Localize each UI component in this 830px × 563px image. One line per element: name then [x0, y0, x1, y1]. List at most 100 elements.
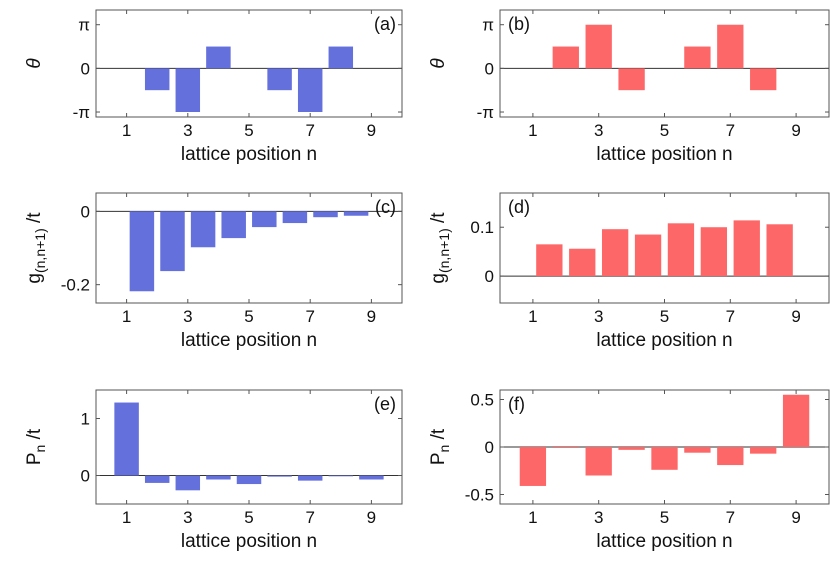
- bar: [519, 447, 547, 486]
- x-tick-label: 5: [660, 121, 669, 140]
- bar: [601, 229, 629, 277]
- x-tick-label: 3: [594, 307, 603, 326]
- bar: [343, 211, 369, 216]
- x-tick-label: 7: [726, 121, 735, 140]
- bar: [206, 475, 231, 480]
- x-tick-label: 5: [244, 121, 253, 140]
- bar: [267, 475, 292, 477]
- panel-b: 1 3 5 7 9 -π 0 π lattice position n θ (b): [428, 9, 830, 165]
- bar: [175, 68, 201, 112]
- bar: [750, 68, 777, 91]
- x-tick-label: 9: [791, 508, 800, 527]
- bar: [618, 447, 645, 450]
- bar: [297, 68, 323, 112]
- y-axis-label: θ: [428, 58, 449, 69]
- x-tick-label: 9: [367, 508, 376, 527]
- y-axis-label: g(n,n+1) /t: [24, 212, 48, 284]
- bar: [114, 402, 139, 476]
- bar: [221, 211, 246, 239]
- bar: [618, 68, 645, 91]
- bar: [236, 475, 262, 485]
- panel-label: (d): [508, 197, 530, 217]
- bar: [328, 46, 354, 69]
- y-axis-label: Pn /t: [24, 428, 48, 465]
- bar: [297, 475, 323, 481]
- panel-a: 1 3 5 7 9 -π 0 π lattice position n θ (a): [24, 9, 403, 165]
- x-tick-label: 9: [367, 121, 376, 140]
- x-axis-label: lattice position n: [596, 330, 732, 351]
- x-tick-label: 7: [726, 307, 735, 326]
- bar: [328, 475, 354, 477]
- bar: [569, 248, 596, 277]
- bar: [585, 447, 612, 476]
- x-tick-label: 3: [594, 121, 603, 140]
- x-tick-label: 1: [528, 307, 537, 326]
- bar: [552, 447, 579, 448]
- x-tick-label: 9: [367, 307, 376, 326]
- y-axis-label: Pn /t: [428, 428, 452, 465]
- bar: [190, 211, 216, 248]
- x-tick-label: 7: [726, 508, 735, 527]
- x-axis-label: lattice position n: [181, 144, 317, 165]
- y-tick-label: π: [482, 16, 494, 35]
- panel-c: 1 3 5 7 9 -0.2 0 lattice position n g(n,n+1) /t (…: [24, 192, 403, 351]
- x-tick-label: 1: [122, 307, 131, 326]
- bar: [651, 447, 678, 470]
- bar: [160, 211, 185, 272]
- bar: [667, 223, 695, 277]
- panel-d: 1 3 5 7 9 0 0.1 lattice position n g(n,n+1) /t (d…: [428, 192, 830, 351]
- bar: [359, 475, 384, 480]
- x-tick-label: 3: [183, 121, 192, 140]
- y-tick-label: 0.1: [470, 218, 494, 237]
- y-axis-label: g(n,n+1) /t: [428, 212, 452, 284]
- x-tick-label: 5: [244, 508, 253, 527]
- y-tick-label: 0: [81, 59, 90, 78]
- panel-e: 1 3 5 7 9 0 1 lattice position n Pn /t (e): [24, 389, 403, 552]
- bar: [313, 211, 338, 218]
- x-tick-label: 1: [528, 121, 537, 140]
- y-tick-label: 0: [485, 267, 494, 286]
- bar: [206, 46, 231, 69]
- bar: [750, 447, 777, 454]
- bar: [282, 211, 308, 224]
- y-axis-label: θ: [24, 58, 45, 69]
- bar: [585, 24, 612, 69]
- bar: [700, 227, 728, 277]
- y-tick-label: 0: [81, 467, 90, 486]
- bar: [684, 447, 711, 453]
- panel-label: (a): [374, 14, 396, 34]
- x-axis-label: lattice position n: [181, 531, 317, 552]
- x-tick-label: 5: [660, 508, 669, 527]
- x-tick-label: 3: [183, 508, 192, 527]
- bar: [766, 224, 793, 277]
- panel-frame: [95, 9, 403, 118]
- x-tick-label: 3: [594, 508, 603, 527]
- y-tick-label: π: [78, 16, 90, 35]
- x-tick-label: 7: [305, 307, 314, 326]
- bar: [717, 24, 744, 69]
- x-tick-label: 9: [791, 121, 800, 140]
- panel-frame: [95, 389, 403, 505]
- y-tick-label: -0.5: [465, 486, 494, 505]
- y-tick-label: 0.5: [470, 391, 494, 410]
- y-tick-label: -π: [73, 103, 90, 122]
- x-tick-label: 7: [305, 508, 314, 527]
- bar: [267, 68, 292, 91]
- x-axis-label: lattice position n: [181, 330, 317, 351]
- bar: [144, 475, 170, 483]
- y-tick-label: 1: [81, 410, 90, 429]
- bar: [252, 211, 277, 228]
- panel-frame: [499, 9, 830, 118]
- x-tick-label: 1: [122, 508, 131, 527]
- panel-label: (e): [374, 394, 396, 414]
- bar: [175, 475, 201, 491]
- bar: [129, 211, 155, 292]
- x-tick-label: 3: [183, 307, 192, 326]
- x-tick-label: 1: [528, 508, 537, 527]
- x-axis-label: lattice position n: [596, 531, 732, 552]
- y-tick-label: 0: [485, 59, 494, 78]
- bar: [684, 46, 711, 69]
- bar: [552, 46, 579, 69]
- x-tick-label: 1: [122, 121, 131, 140]
- panel-label: (b): [508, 14, 530, 34]
